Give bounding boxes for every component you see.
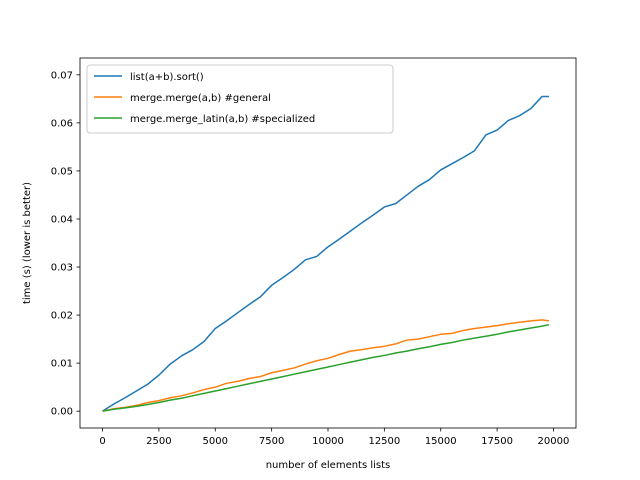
legend-label-1: merge.merge(a,b) #general xyxy=(130,93,271,104)
y-tick-label: 0.05 xyxy=(51,166,73,177)
x-tick-label: 0 xyxy=(99,436,105,447)
x-tick-label: 2500 xyxy=(146,436,171,447)
y-tick-label: 0.00 xyxy=(51,407,73,418)
y-tick-label: 0.03 xyxy=(51,263,73,274)
series-line-0 xyxy=(102,95,549,412)
y-tick-label: 0.02 xyxy=(51,311,73,322)
x-tick-label: 20000 xyxy=(538,436,570,447)
legend-label-2: merge.merge_latin(a,b) #specialized xyxy=(130,114,315,125)
series-line-1 xyxy=(102,319,550,412)
x-tick-label: 7500 xyxy=(259,436,284,447)
y-tick-label: 0.07 xyxy=(51,70,73,81)
legend-label-0: list(a+b).sort() xyxy=(130,72,204,83)
legend: list(a+b).sort() merge.merge(a,b) #genera… xyxy=(86,64,394,134)
x-tick-label: 12500 xyxy=(368,436,400,447)
x-tick-label: 17500 xyxy=(481,436,513,447)
series-layer xyxy=(102,95,550,412)
legend-box xyxy=(86,64,394,134)
series-line-2 xyxy=(102,323,550,412)
x-tick-label: 5000 xyxy=(203,436,228,447)
x-axis: 0 2500 5000 7500 10000 12500 15000 17500 20000 xyxy=(99,428,569,447)
y-tick-label: 0.04 xyxy=(51,214,73,225)
x-axis-label: number of elements lists xyxy=(266,460,391,471)
y-axis: 0.00 0.01 0.02 0.03 0.04 0.05 0.06 0.07 xyxy=(51,70,80,418)
x-tick-label: 15000 xyxy=(425,436,457,447)
y-tick-label: 0.01 xyxy=(51,359,73,370)
y-axis-label: time (s) (lower is better) xyxy=(22,182,33,304)
y-tick-label: 0.06 xyxy=(51,118,73,129)
x-tick-label: 10000 xyxy=(312,436,344,447)
